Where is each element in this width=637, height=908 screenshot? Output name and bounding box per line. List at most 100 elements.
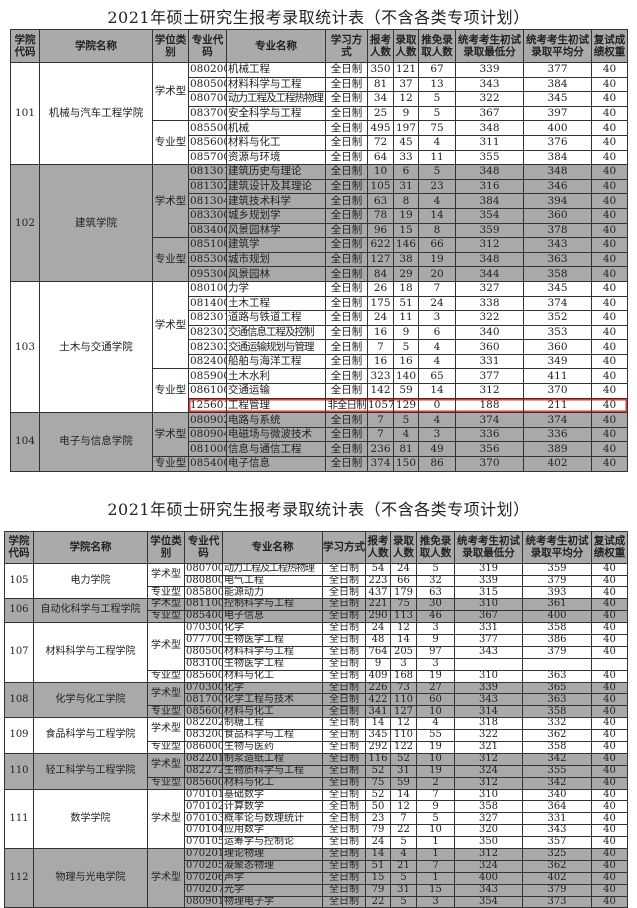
- min-score: 322: [454, 729, 523, 742]
- admitted: 59: [393, 383, 419, 399]
- column-header: 学院代码: [10, 29, 40, 63]
- study-mode: 全日制: [322, 610, 366, 624]
- table-row: 083200 食品科学与工程 全日制 345 110 55 322 362 40: [5, 729, 628, 742]
- study-mode: 全日制: [325, 178, 368, 195]
- table-row: 080500 材料科学与工程 全日制 764 205 97 343 379 40: [5, 645, 628, 659]
- exempt-admitted: 4: [418, 193, 456, 209]
- major-code: 082201: [184, 752, 223, 766]
- study-mode: 全日制: [325, 441, 368, 458]
- applicants: 116: [365, 752, 391, 766]
- exempt-admitted: 14: [418, 383, 456, 399]
- min-score: 358: [454, 800, 523, 814]
- major-name: 电气工程: [222, 574, 323, 588]
- table-row: 081700 化学工程与技术 全日制 422 110 60 343 363 40: [5, 693, 628, 707]
- admitted: 150: [393, 456, 419, 472]
- min-score: 343: [455, 76, 524, 93]
- min-score: 348: [455, 251, 524, 268]
- table-row: 080500 材料科学与工程 全日制 81 37 13 343 384 40: [11, 76, 628, 93]
- major-code: 080800: [184, 574, 223, 588]
- min-score: 311: [455, 134, 524, 151]
- applicants: 341: [365, 705, 391, 719]
- major-name: 机械工程: [226, 62, 326, 78]
- exempt-admitted: 7: [416, 859, 455, 873]
- college-name: 轻工科学与工程学院: [33, 752, 148, 790]
- admitted: 31: [393, 178, 419, 195]
- exempt-admitted: 3: [418, 426, 456, 443]
- min-score: 348: [455, 164, 524, 180]
- college-name: 电子与信息学院: [39, 412, 153, 472]
- study-mode: 全日制: [325, 426, 368, 443]
- admitted: 59: [390, 776, 417, 790]
- exempt-admitted: 86: [418, 456, 456, 472]
- min-score: 360: [455, 339, 524, 355]
- avg-score: 345: [523, 91, 592, 107]
- avg-score: 358: [523, 266, 592, 282]
- avg-score: 379: [522, 645, 592, 659]
- avg-score: 361: [522, 598, 592, 612]
- min-score: 339: [454, 574, 523, 588]
- study-mode: 全日制: [322, 562, 366, 576]
- exempt-admitted: 13: [418, 76, 456, 93]
- exempt-admitted: 20: [418, 266, 456, 282]
- major-name: 物理电子学: [222, 895, 323, 908]
- min-score: 400: [454, 871, 523, 885]
- major-name: 材料与化工: [222, 776, 323, 790]
- column-header: 学院代码: [4, 530, 34, 564]
- applicants: 25: [367, 105, 394, 122]
- exempt-admitted: 10: [416, 752, 455, 766]
- retest-weight: 40: [591, 412, 628, 428]
- major-name: 计算数学: [222, 800, 323, 814]
- exempt-admitted: 63: [416, 586, 455, 600]
- header-row: 学院代码 学院名称 学位类别 专业代码 专业名称 学习方式 报考人数 录取人数 推免录取人数 统考…: [10, 29, 628, 63]
- admitted: 14: [390, 633, 417, 647]
- study-mode: 全日制: [322, 740, 366, 754]
- major-name: 安全科学与工程: [226, 105, 326, 122]
- avg-score: 394: [523, 193, 592, 209]
- college-name: 自动化科学与工程学院: [33, 598, 148, 624]
- exempt-admitted: 15: [416, 883, 455, 897]
- admitted: 5: [390, 836, 417, 849]
- admitted: 4: [390, 848, 417, 861]
- study-mode: 全日制: [325, 412, 368, 428]
- retest-weight: 40: [591, 339, 628, 355]
- exempt-admitted: 7: [416, 788, 455, 802]
- avg-score: 365: [522, 681, 592, 695]
- applicants: 290: [365, 610, 391, 624]
- applicants: 72: [367, 134, 394, 151]
- min-score: 315: [454, 586, 523, 600]
- study-mode: 全日制: [322, 574, 366, 588]
- min-score: 344: [455, 266, 524, 282]
- applicants: 24: [365, 622, 391, 635]
- study-mode: 全日制: [325, 164, 368, 180]
- retest-weight: 40: [591, 633, 628, 647]
- study-mode: 全日制: [322, 752, 366, 766]
- degree-type: 学术型: [147, 562, 185, 588]
- admitted: 21: [390, 859, 417, 873]
- applicants: 52: [365, 788, 391, 802]
- applicants: 323: [367, 368, 394, 385]
- min-score: 340: [455, 324, 524, 341]
- min-score: 310: [454, 788, 523, 802]
- table-row: 104 电子与信息学院 学术型 080902 电路与系统 全日制 7 5 4 374 374 40: [10, 412, 628, 472]
- major-code: 085600: [184, 669, 223, 683]
- retest-weight: 40: [591, 586, 628, 600]
- min-score: 312: [454, 752, 523, 766]
- applicants: 7: [367, 339, 394, 355]
- retest-weight: 40: [591, 76, 628, 93]
- table-row: 081304 建筑技术科学 全日制 63 8 4 384 394 40: [11, 193, 628, 209]
- college-code: 102: [10, 164, 40, 282]
- study-mode: 全日制: [325, 295, 368, 312]
- college-name: 建筑学院: [39, 164, 153, 282]
- retest-weight: 40: [591, 824, 628, 838]
- avg-score: 397: [523, 105, 592, 122]
- major-name: 控制科学与工程: [222, 598, 323, 612]
- avg-score: 411: [523, 368, 592, 385]
- study-mode: 全日制: [322, 824, 366, 838]
- retest-weight: 40: [591, 441, 628, 458]
- table-row: 108 化学与化工学院 学术型 070300 化学 全日制 226 73 27 339 365 40: [4, 681, 628, 719]
- min-score: 343: [454, 645, 523, 659]
- retest-weight: 40: [591, 598, 628, 612]
- table-row: 080700 动力工程及工程热物理 全日制 34 12 5 322 345 40: [11, 91, 628, 107]
- min-score: 338: [455, 295, 524, 312]
- major-name: 化学: [222, 681, 323, 695]
